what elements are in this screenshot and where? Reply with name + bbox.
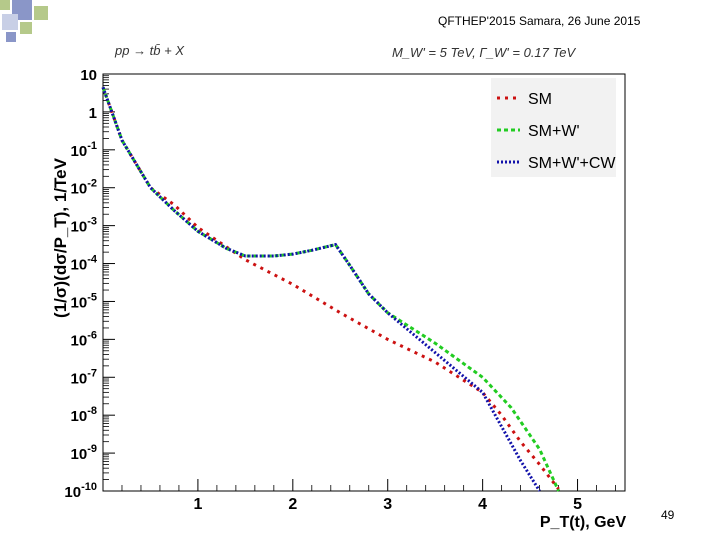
x-tick-label: 4	[478, 496, 487, 513]
y-tick-label: 10	[80, 67, 97, 84]
legend-box	[491, 78, 616, 177]
y-tick-label: 10-6	[71, 329, 97, 349]
y-tick-label: 10-1	[71, 140, 97, 160]
x-tick-label: 2	[288, 496, 297, 513]
y-tick-label: 10-10	[64, 481, 97, 501]
decor-square	[34, 6, 48, 20]
x-tick-label: 5	[573, 496, 582, 513]
legend-label: SM+W'+CW	[528, 155, 616, 172]
chart-title-left: pp → tb̄ + X	[114, 43, 185, 58]
y-tick-label: 10-7	[71, 367, 97, 387]
corner-decoration	[0, 0, 60, 48]
y-axis-label: (1/σ)(dσ/P_T), 1/TeV	[51, 157, 70, 318]
x-tick-label: 1	[193, 496, 202, 513]
y-tick-label: 10-8	[71, 405, 97, 425]
y-tick-label: 10-3	[71, 216, 97, 236]
decor-square	[0, 0, 10, 10]
x-tick-label: 3	[383, 496, 392, 513]
y-tick-label: 10-2	[71, 178, 97, 198]
y-tick-label: 10-4	[71, 254, 98, 274]
decor-square	[6, 32, 16, 42]
x-ticks: 1 2 3 4 5	[121, 479, 616, 513]
legend: SM SM+W' SM+W'+CW	[491, 78, 616, 177]
y-ticks: 10 1 10-1 10-2 10-3 10-4 10-5 10-6 10-7 10-8 10-9 1…	[64, 67, 115, 501]
x-axis-label: P_T(t), GeV	[540, 514, 627, 531]
y-tick-label: 10-5	[71, 291, 97, 311]
legend-label: SM+W'	[528, 123, 580, 140]
series-lines	[101, 86, 560, 492]
page-number: 49	[661, 508, 675, 522]
decor-square	[2, 14, 18, 30]
chart-title-right: M_W' = 5 TeV, Γ_W' = 0.17 TeV	[392, 45, 576, 60]
y-tick-label: 10-9	[71, 443, 97, 463]
decor-square	[20, 22, 32, 34]
legend-label: SM	[528, 91, 552, 108]
y-tick-label: 1	[89, 105, 97, 122]
series-line	[101, 86, 541, 492]
slide-header: QFTHEP'2015 Samara, 26 June 2015	[438, 14, 641, 28]
